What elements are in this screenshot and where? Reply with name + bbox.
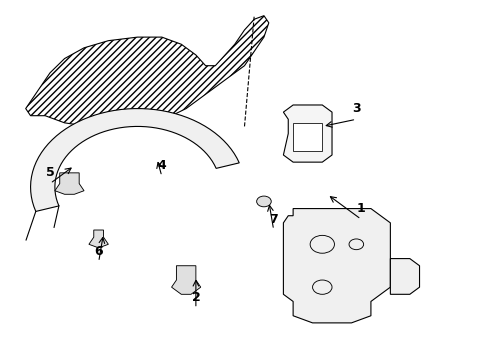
Text: 6: 6 <box>94 245 103 258</box>
Polygon shape <box>283 105 331 162</box>
Circle shape <box>256 196 271 207</box>
Text: 5: 5 <box>45 166 54 179</box>
Polygon shape <box>292 123 322 152</box>
Polygon shape <box>55 173 84 194</box>
Text: 3: 3 <box>351 102 360 115</box>
Text: 1: 1 <box>356 202 365 215</box>
Polygon shape <box>31 109 239 211</box>
Polygon shape <box>389 258 419 294</box>
Polygon shape <box>283 208 389 323</box>
Text: 2: 2 <box>191 291 200 305</box>
Polygon shape <box>89 230 108 248</box>
Polygon shape <box>26 16 268 126</box>
Text: 4: 4 <box>157 159 166 172</box>
Text: 7: 7 <box>269 213 278 226</box>
Polygon shape <box>171 266 201 294</box>
